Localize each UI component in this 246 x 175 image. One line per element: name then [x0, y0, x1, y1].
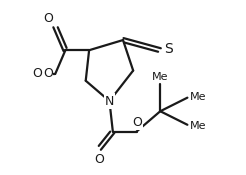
Text: Me: Me [190, 121, 206, 131]
Text: Me: Me [190, 92, 206, 102]
Text: O: O [44, 12, 54, 25]
Text: O: O [94, 153, 104, 166]
Text: O: O [132, 116, 142, 129]
Text: O: O [43, 67, 53, 80]
Text: N: N [105, 94, 114, 108]
Text: O: O [33, 67, 43, 80]
Text: Me: Me [152, 72, 169, 82]
Text: S: S [165, 42, 173, 56]
